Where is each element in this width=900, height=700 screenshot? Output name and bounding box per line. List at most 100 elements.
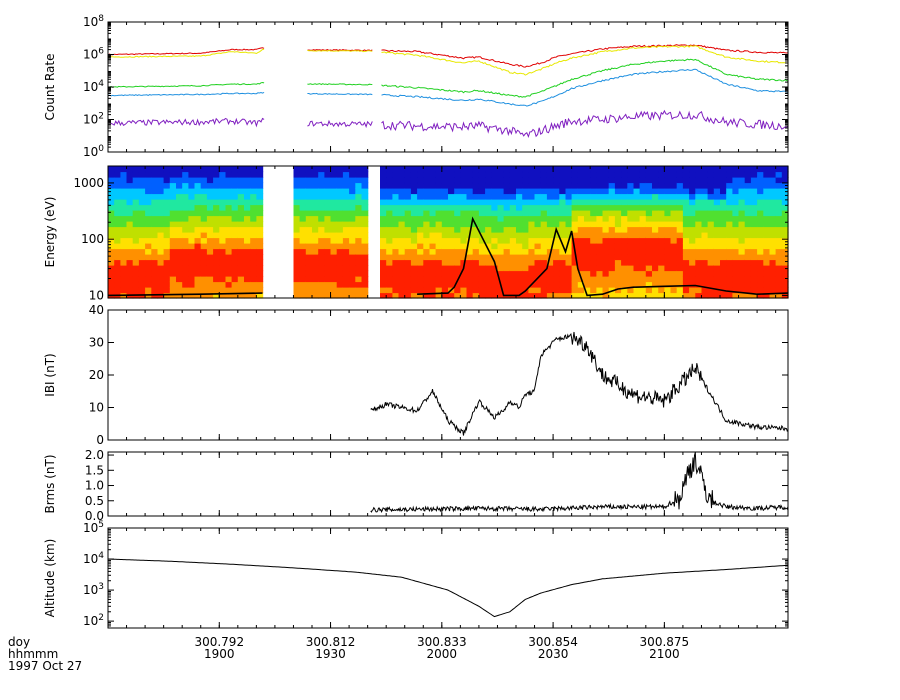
spectrogram-cell <box>596 193 604 200</box>
spectrogram-cell <box>553 188 560 195</box>
spectrogram-cell <box>448 276 455 283</box>
spectrogram-cell <box>169 204 177 211</box>
spectrogram-cell <box>744 226 752 233</box>
spectrogram-cell <box>435 243 443 250</box>
spectrogram-cell <box>108 237 115 244</box>
spectrogram-cell <box>157 259 165 266</box>
spectrogram-cell <box>293 221 301 228</box>
spectrogram-cell <box>213 243 220 250</box>
spectrogram-cell <box>120 259 128 266</box>
spectrogram-cell <box>763 193 771 200</box>
spectrogram-cell <box>528 166 536 173</box>
spectrogram-cell <box>639 215 647 222</box>
spectrogram-cell <box>701 204 709 211</box>
spectrogram-cell <box>126 254 134 261</box>
spectrogram-cell <box>355 243 363 250</box>
spectrogram-cell <box>652 171 659 178</box>
spectrogram-cell <box>342 281 350 288</box>
spectrogram-cell <box>151 199 159 206</box>
spectrogram-cell <box>417 259 424 266</box>
spectrogram-cell <box>299 177 307 184</box>
spectrogram-cell <box>305 193 313 200</box>
spectrogram-cell <box>200 199 208 206</box>
spectrogram-cell <box>596 171 604 178</box>
y-tick-exponent: 4 <box>98 551 104 561</box>
spectrogram-cell <box>720 265 727 272</box>
spectrogram-cell <box>126 248 134 255</box>
spectrogram-cell <box>590 204 597 211</box>
spectrogram-cell <box>244 265 251 272</box>
spectrogram-cell <box>485 226 492 233</box>
spectrogram-cell <box>658 292 665 299</box>
spectrogram-cell <box>312 193 319 200</box>
spectrogram-cell <box>330 182 338 189</box>
spectrogram-cell <box>602 226 610 233</box>
spectrogram-cell <box>386 177 393 184</box>
y-tick-label: 102 <box>83 613 104 628</box>
spectrogram-cell <box>763 171 771 178</box>
spectrogram-cell <box>151 188 159 195</box>
spectrogram-cell <box>509 281 517 288</box>
spectrogram-cell <box>293 188 301 195</box>
spectrogram-cell <box>188 232 196 239</box>
spectrogram-cell <box>670 248 678 255</box>
spectrogram-cell <box>157 210 165 217</box>
spectrogram-cell <box>658 287 665 294</box>
spectrogram-cell <box>713 171 721 178</box>
spectrogram-cell <box>608 188 616 195</box>
spectrogram-cell <box>188 243 196 250</box>
spectrogram-cell <box>349 210 356 217</box>
spectrogram-cell <box>602 221 610 228</box>
spectrogram-cell <box>645 166 653 173</box>
spectrogram-cell <box>237 243 245 250</box>
spectrogram-cell <box>157 281 165 288</box>
spectrogram-cell <box>757 254 764 261</box>
spectrogram-cell <box>318 193 325 200</box>
y-tick-label: 2.0 <box>85 448 104 462</box>
spectrogram-cell <box>342 166 350 173</box>
spectrogram-cell <box>738 210 746 217</box>
spectrogram-cell <box>553 243 560 250</box>
spectrogram-cell <box>126 276 134 283</box>
spectrogram-cell <box>639 281 647 288</box>
spectrogram-cell <box>695 210 703 217</box>
spectrogram-cell <box>577 254 585 261</box>
spectrogram-cell <box>639 188 647 195</box>
spectrogram-cell <box>726 270 733 277</box>
spectrogram-cell <box>448 254 455 261</box>
spectrogram-cell <box>176 292 183 299</box>
spectrogram-cell <box>738 215 746 222</box>
spectrogram-cell <box>701 243 709 250</box>
spectrogram-cell <box>237 210 245 217</box>
spectrogram-cell <box>305 210 313 217</box>
spectrogram-cell <box>614 243 622 250</box>
spectrogram-cell <box>732 193 740 200</box>
spectrogram-cell <box>491 292 499 299</box>
spectrogram-cell <box>497 199 505 206</box>
spectrogram-cell <box>423 221 431 228</box>
spectrogram-cell <box>237 287 245 294</box>
spectrogram-cell <box>324 237 332 244</box>
spectrogram-cell <box>108 287 115 294</box>
y-tick-label: 106 <box>83 47 104 62</box>
spectrogram-cell <box>639 166 647 173</box>
spectrogram-cell <box>435 265 443 272</box>
spectrogram-cell <box>584 237 591 244</box>
spectrogram-cell <box>757 204 764 211</box>
spectrogram-cell <box>225 193 233 200</box>
spectrogram-cell <box>608 259 616 266</box>
spectrogram-cell <box>176 215 183 222</box>
spectrogram-cell <box>726 171 733 178</box>
spectrogram-cell <box>738 166 746 173</box>
spectrogram-cell <box>423 243 431 250</box>
spectrogram-cell <box>466 204 474 211</box>
spectrogram-cell <box>516 204 523 211</box>
spectrogram-cell <box>744 276 752 283</box>
spectrogram-cell <box>169 265 177 272</box>
spectrogram-cell <box>213 166 220 173</box>
spectrogram-cell <box>590 193 597 200</box>
spectrogram-cell <box>151 221 159 228</box>
spectrogram-cell <box>726 226 733 233</box>
panel-frame-3 <box>107 451 789 517</box>
spectrogram-cell <box>652 166 659 173</box>
